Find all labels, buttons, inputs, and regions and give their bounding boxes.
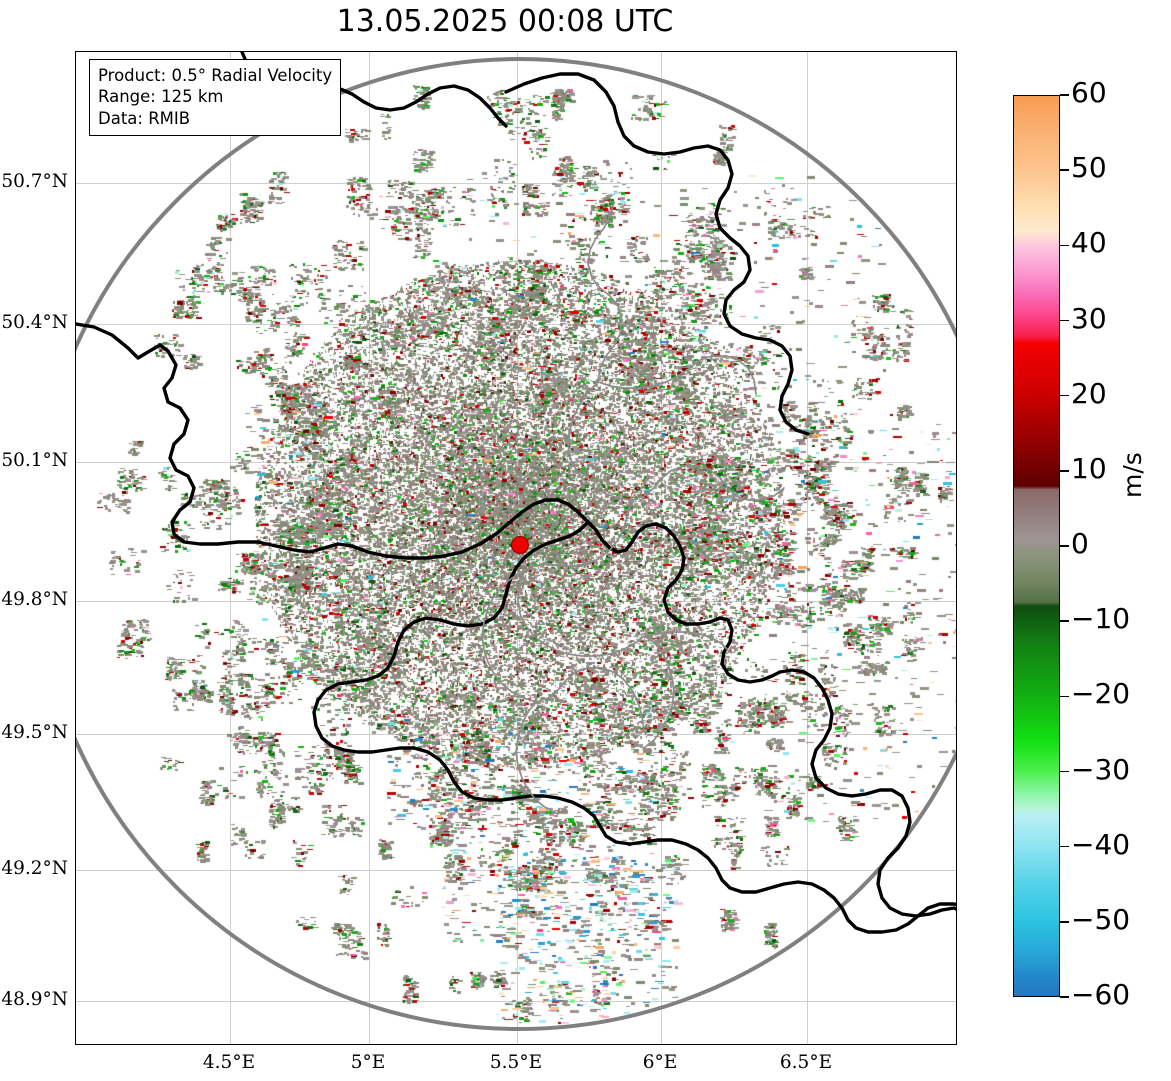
- colorbar-tick-3: [1060, 319, 1069, 322]
- colorbar[interactable]: [1013, 95, 1060, 997]
- ytick-label-1: 50.4°N: [1, 312, 68, 333]
- colorbar-tick-label-7: −10: [1071, 602, 1131, 636]
- colorbar-gradient: [1014, 96, 1059, 996]
- colorbar-tick-8: [1060, 695, 1069, 698]
- colorbar-tick-label-6: 0: [1071, 527, 1089, 560]
- xtick-label-2: 5.5°E: [489, 1052, 543, 1073]
- ytick-label-5: 49.2°N: [1, 858, 68, 879]
- colorbar-tick-12: [1060, 996, 1069, 998]
- colorbar-tick-0: [1060, 94, 1069, 96]
- colorbar-tick-label-0: 60: [1071, 76, 1107, 109]
- colorbar-tick-label-8: −20: [1071, 677, 1131, 711]
- colorbar-tick-label-10: −40: [1071, 827, 1131, 861]
- colorbar-unit-label: m/s: [1118, 452, 1147, 498]
- xtick-label-3: 6°E: [642, 1052, 678, 1073]
- colorbar-tick-label-3: 30: [1071, 301, 1107, 335]
- colorbar-tick-6: [1060, 545, 1069, 547]
- colorbar-tick-label-1: 50: [1071, 151, 1107, 185]
- colorbar-tick-label-2: 40: [1071, 226, 1107, 260]
- ytick-label-2: 50.1°N: [1, 450, 68, 471]
- ytick-label-0: 50.7°N: [1, 171, 68, 192]
- colorbar-tick-label-4: 20: [1071, 376, 1107, 410]
- xtick-label-4: 6.5°E: [779, 1052, 833, 1073]
- xtick-label-1: 5°E: [350, 1052, 386, 1073]
- colorbar-tick-10: [1060, 845, 1069, 848]
- ytick-label-6: 48.9°N: [1, 989, 68, 1010]
- colorbar-tick-label-11: −50: [1071, 902, 1131, 936]
- plot-inner: [76, 52, 956, 1044]
- info-range-line: Range: 125 km: [98, 87, 224, 107]
- info-product-line: Product: 0.5° Radial Velocity: [98, 66, 333, 85]
- colorbar-tick-11: [1060, 921, 1069, 923]
- page-title: 13.05.2025 00:08 UTC: [336, 4, 674, 39]
- colorbar-tick-5: [1060, 470, 1069, 472]
- product-info-box: Product: 0.5° Radial Velocity Range: 125…: [89, 59, 342, 137]
- xtick-label-0: 4.5°E: [202, 1052, 256, 1073]
- info-data-line: Data: RMIB: [98, 108, 191, 128]
- colorbar-tick-label-12: −60: [1071, 978, 1131, 1011]
- colorbar-tick-1: [1060, 169, 1069, 171]
- map-plot-area[interactable]: Product: 0.5° Radial Velocity Range: 125…: [75, 51, 957, 1045]
- colorbar-tick-label-5: 10: [1071, 451, 1107, 485]
- colorbar-tick-7: [1060, 620, 1069, 622]
- ytick-label-3: 49.8°N: [1, 589, 68, 610]
- ytick-label-4: 49.5°N: [1, 722, 68, 743]
- colorbar-tick-9: [1060, 770, 1069, 773]
- colorbar-tick-4: [1060, 394, 1069, 397]
- radar-site-marker[interactable]: [511, 536, 529, 554]
- colorbar-tick-label-9: −30: [1071, 752, 1131, 786]
- colorbar-tick-2: [1060, 244, 1069, 247]
